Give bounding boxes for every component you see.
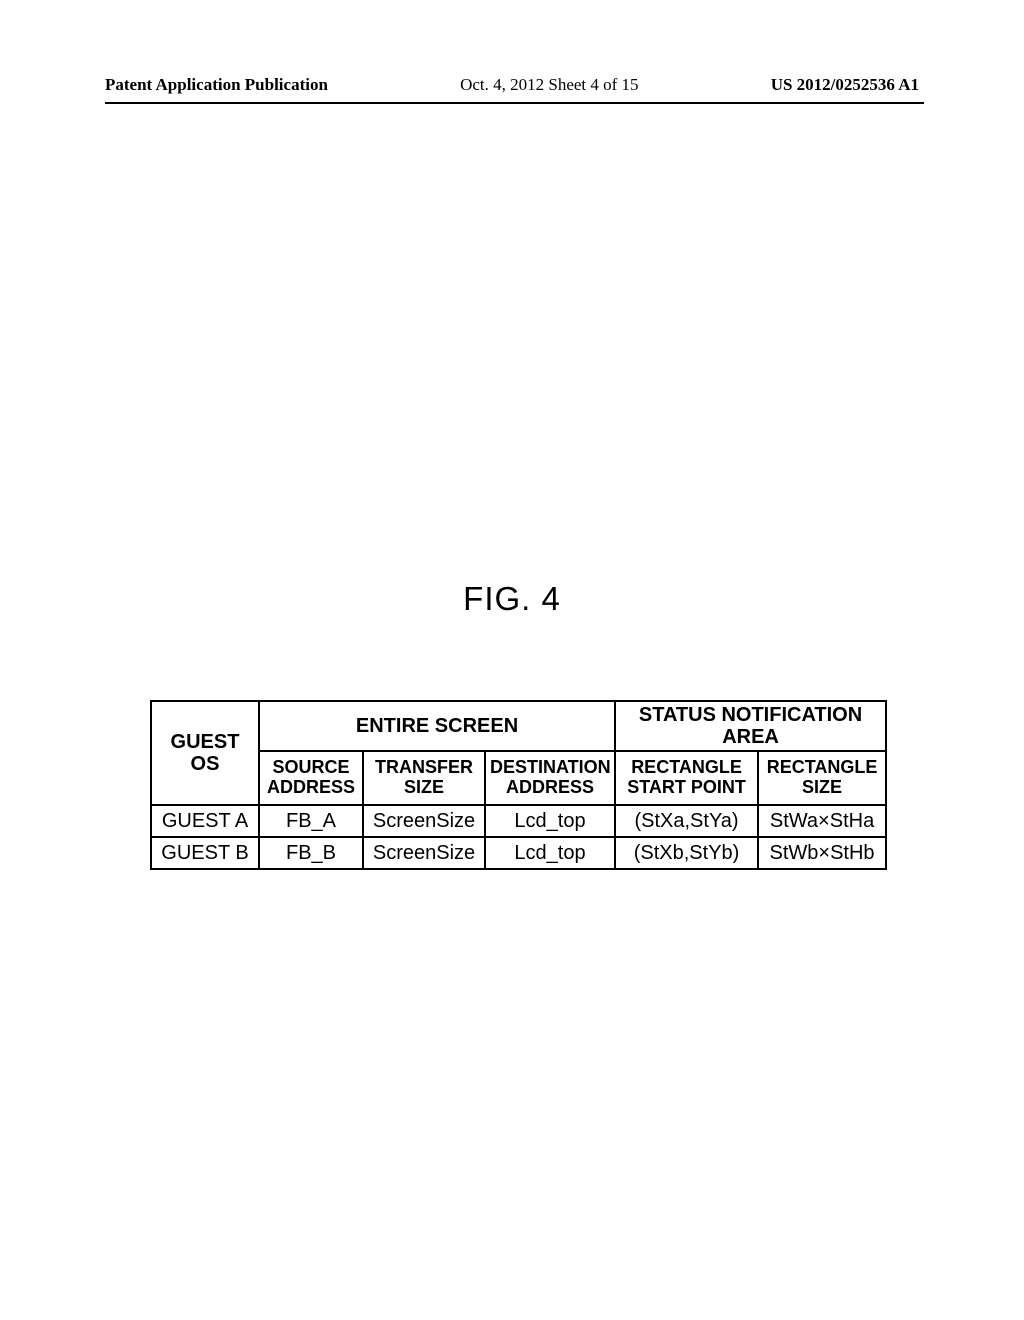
cell-guest: GUEST A xyxy=(151,805,259,837)
header-transfer-size: TRANSFERSIZE xyxy=(363,751,485,805)
header-publication: Patent Application Publication xyxy=(105,75,328,95)
cell-transfer: ScreenSize xyxy=(363,837,485,869)
page-header: Patent Application Publication Oct. 4, 2… xyxy=(0,75,1024,95)
header-guest-os: GUEST OS xyxy=(151,701,259,805)
table-row: GUEST A FB_A ScreenSize Lcd_top (StXa,St… xyxy=(151,805,886,837)
header-status-area: STATUS NOTIFICATION AREA xyxy=(615,701,886,751)
cell-source: FB_A xyxy=(259,805,363,837)
cell-rect-size: StWa×StHa xyxy=(758,805,886,837)
figure-label: FIG. 4 xyxy=(0,580,1024,618)
header-rectangle-start: RECTANGLESTART POINT xyxy=(615,751,758,805)
header-divider xyxy=(105,102,924,104)
header-date-sheet: Oct. 4, 2012 Sheet 4 of 15 xyxy=(460,75,638,95)
cell-rect-size: StWb×StHb xyxy=(758,837,886,869)
header-destination-address: DESTINATIONADDRESS xyxy=(485,751,615,805)
cell-rect-start: (StXa,StYa) xyxy=(615,805,758,837)
data-table: GUEST OS ENTIRE SCREEN STATUS NOTIFICATI… xyxy=(150,700,885,870)
cell-transfer: ScreenSize xyxy=(363,805,485,837)
table-row: GUEST B FB_B ScreenSize Lcd_top (StXb,St… xyxy=(151,837,886,869)
cell-rect-start: (StXb,StYb) xyxy=(615,837,758,869)
header-entire-screen: ENTIRE SCREEN xyxy=(259,701,615,751)
header-patent-number: US 2012/0252536 A1 xyxy=(771,75,919,95)
cell-source: FB_B xyxy=(259,837,363,869)
cell-destination: Lcd_top xyxy=(485,805,615,837)
cell-guest: GUEST B xyxy=(151,837,259,869)
cell-destination: Lcd_top xyxy=(485,837,615,869)
header-source-address: SOURCEADDRESS xyxy=(259,751,363,805)
header-rectangle-size: RECTANGLESIZE xyxy=(758,751,886,805)
